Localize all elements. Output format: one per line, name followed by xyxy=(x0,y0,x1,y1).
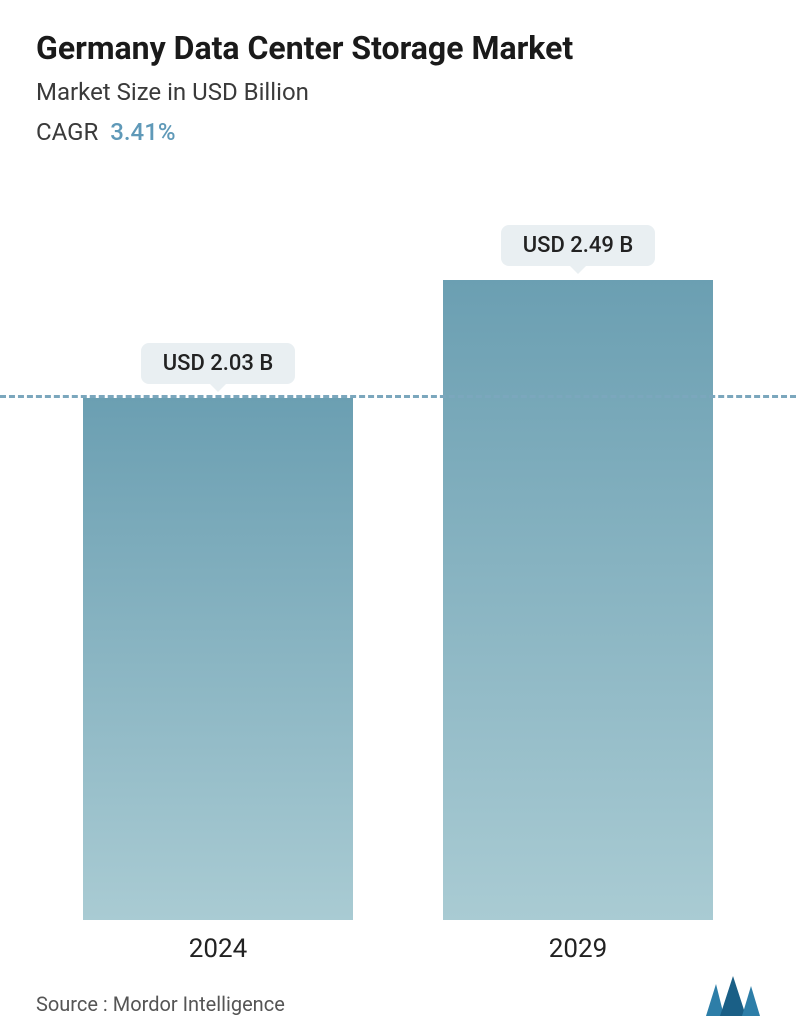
x-axis-label: 2029 xyxy=(443,924,713,964)
cagr-label: CAGR xyxy=(36,118,98,146)
mordor-logo-icon xyxy=(706,976,760,1016)
x-axis: 2024 2029 xyxy=(0,924,796,964)
bar-column: USD 2.03 B xyxy=(83,343,353,920)
chart-area: USD 2.03 B USD 2.49 B xyxy=(0,200,796,920)
chart-footer: Source : Mordor Intelligence xyxy=(36,976,760,1016)
bars-container: USD 2.03 B USD 2.49 B xyxy=(0,200,796,920)
cagr-line: CAGR 3.41% xyxy=(36,118,760,146)
source-text: Source : Mordor Intelligence xyxy=(36,992,285,1016)
x-axis-label: 2024 xyxy=(83,924,353,964)
cagr-value: 3.41% xyxy=(110,118,175,146)
reference-line xyxy=(0,395,796,398)
chart-header: Germany Data Center Storage Market Marke… xyxy=(0,0,796,146)
value-pill: USD 2.03 B xyxy=(141,343,296,384)
chart-title: Germany Data Center Storage Market xyxy=(36,28,760,68)
value-pill: USD 2.49 B xyxy=(501,225,656,266)
bar-column: USD 2.49 B xyxy=(443,225,713,920)
bar xyxy=(443,280,713,920)
bar xyxy=(83,398,353,920)
chart-subtitle: Market Size in USD Billion xyxy=(36,78,760,106)
